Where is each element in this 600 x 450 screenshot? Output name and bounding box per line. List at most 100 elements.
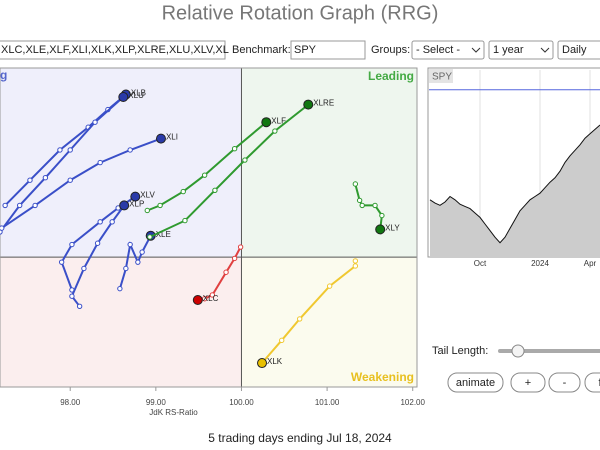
- interval-select[interactable]: [557, 40, 600, 60]
- tail-point: [42, 174, 49, 181]
- quadrant-weakening: [241, 257, 417, 387]
- tail-point: [144, 207, 150, 214]
- tail-point: [58, 259, 65, 265]
- tail-length-label: Tail Length:: [432, 345, 488, 357]
- tail-point: [157, 202, 163, 209]
- head-point: [130, 191, 141, 202]
- x-axis-label: JdK RS-Ratio: [149, 408, 198, 417]
- tail-point: [69, 293, 75, 299]
- tail-point: [109, 219, 115, 225]
- tail-point: [231, 145, 238, 152]
- benchmark-input[interactable]: [290, 40, 366, 60]
- tail-point: [147, 234, 153, 240]
- tail-point: [352, 181, 359, 187]
- x-tick-label: 2024: [531, 259, 549, 268]
- groups-label: Groups:: [371, 44, 410, 56]
- x-tick-label: 102.00: [400, 398, 425, 407]
- tail-point: [94, 240, 101, 246]
- button[interactable]: [510, 372, 546, 393]
- tail-point: [209, 292, 216, 298]
- tail-point: [81, 265, 87, 272]
- tail-point: [356, 197, 363, 204]
- tail-point: [67, 177, 73, 183]
- period-text: 1 year: [493, 44, 524, 56]
- x-tick-label: 99.00: [146, 398, 167, 407]
- x-tick-label: 100.00: [229, 398, 254, 407]
- symbols-input[interactable]: [0, 40, 226, 60]
- tail-point: [242, 157, 248, 163]
- button[interactable]: [447, 372, 504, 393]
- quadrant-lagging: [0, 257, 242, 387]
- button-label: -: [563, 377, 567, 389]
- head-point: [303, 99, 314, 110]
- tail-point: [27, 177, 33, 183]
- tail-point: [127, 241, 133, 248]
- tail-point: [272, 128, 278, 134]
- tail-point: [135, 259, 141, 265]
- tail-point: [97, 219, 103, 225]
- tail-point: [352, 263, 359, 269]
- series-label: XLC: [203, 294, 219, 303]
- tail-point: [32, 202, 38, 209]
- tail-point: [127, 147, 133, 153]
- tail-point: [182, 217, 188, 224]
- tail-point: [0, 225, 5, 231]
- tail-line: [1, 137, 162, 229]
- tail-line: [0, 96, 124, 233]
- x-tick-label: Apr: [584, 259, 597, 268]
- benchmark-label: Benchmark:: [232, 44, 291, 56]
- slider-knob[interactable]: [511, 344, 525, 358]
- tail-point: [372, 202, 378, 209]
- head-point: [192, 295, 203, 305]
- button-row: animate + - f: [447, 372, 600, 393]
- tail-point: [201, 172, 208, 178]
- tail-point: [237, 244, 244, 250]
- button-label: f: [598, 377, 600, 389]
- series-label: XLB: [131, 89, 146, 98]
- tail-point: [92, 119, 98, 125]
- groups-select[interactable]: [411, 40, 485, 60]
- select-arrow: [540, 47, 550, 53]
- tail-point: [359, 202, 365, 209]
- button[interactable]: [584, 372, 600, 393]
- button-label: animate: [456, 377, 495, 389]
- series-label: XLU: [128, 91, 144, 100]
- button[interactable]: [548, 372, 581, 393]
- tail-point: [212, 187, 218, 194]
- quadrant-label: Weakening: [351, 370, 414, 384]
- head-point: [118, 92, 129, 102]
- quadrant-label: g: [0, 68, 7, 82]
- tail-point: [117, 285, 123, 292]
- tail-point: [296, 316, 303, 322]
- series-label: XLK: [267, 357, 283, 366]
- tail-point: [2, 202, 8, 209]
- select-arrow: [471, 47, 481, 53]
- area-fill: [430, 125, 600, 257]
- footer-text: 5 trading days ending Jul 18, 2024: [208, 431, 392, 445]
- x-tick-label: Oct: [474, 259, 487, 268]
- tail-line: [118, 235, 152, 289]
- button-label: +: [525, 377, 531, 389]
- page-title: Relative Rotation Graph (RRG): [162, 2, 439, 24]
- tail-point: [379, 212, 385, 219]
- title-box: [429, 69, 453, 83]
- head-point: [375, 224, 386, 235]
- tail-point: [67, 147, 73, 153]
- tail-point: [139, 249, 145, 255]
- rrg-chart: Leading Weakening g 98.00 99.00 100.00 101.00 1…: [0, 67, 426, 417]
- head-point: [261, 117, 272, 128]
- tail-point: [352, 258, 359, 264]
- quadrant-leading: [241, 68, 417, 258]
- head-point: [155, 133, 166, 144]
- benchmark-chart: Oct 2024 Apr SPY: [427, 67, 600, 268]
- tail-point: [57, 147, 63, 153]
- tail-point: [123, 265, 129, 272]
- tail-point: [326, 283, 333, 289]
- series-label: XLY: [385, 224, 400, 233]
- period-select[interactable]: [488, 40, 554, 60]
- tail-point: [97, 159, 103, 166]
- x-tick-label: 101.00: [315, 398, 340, 407]
- series-label: XLRE: [313, 99, 334, 108]
- interval-text: Daily: [562, 44, 587, 56]
